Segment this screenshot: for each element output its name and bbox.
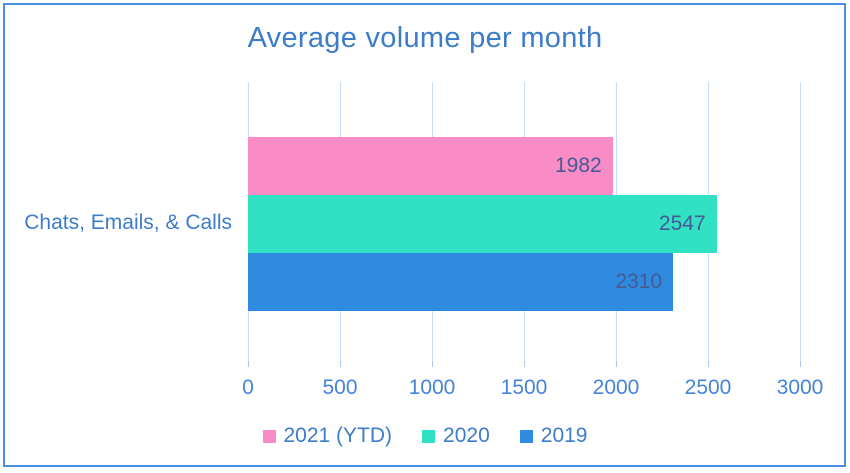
axis-tick xyxy=(431,361,433,367)
axis-tick xyxy=(523,361,525,367)
category-axis-label: Chats, Emails, & Calls xyxy=(24,211,232,234)
x-axis-tick-label: 1500 xyxy=(500,376,548,399)
chart-title: Average volume per month xyxy=(247,22,603,54)
x-axis-tick-label: 500 xyxy=(322,376,358,399)
bar-2021-ytd-: 1982 xyxy=(248,137,613,195)
legend-item: 2020 xyxy=(422,424,490,448)
legend: 2021 (YTD) 2020 2019 xyxy=(0,424,850,448)
axis-tick xyxy=(615,361,617,367)
axis-tick xyxy=(247,361,249,367)
gridline xyxy=(799,82,801,361)
plot-area: 1982 2547 2310 xyxy=(247,82,801,367)
x-axis-tick-label: 0 xyxy=(242,376,254,399)
bar-value-label: 2310 xyxy=(615,270,663,293)
x-axis-tick-label: 3000 xyxy=(776,376,824,399)
legend-swatch-icon xyxy=(262,429,276,443)
legend-swatch-icon xyxy=(519,429,533,443)
legend-label: 2020 xyxy=(443,424,490,447)
axis-tick xyxy=(707,361,709,367)
legend-swatch-icon xyxy=(422,429,436,443)
legend-label: 2021 (YTD) xyxy=(283,424,393,447)
x-axis-tick-label: 2000 xyxy=(592,376,640,399)
axis-tick xyxy=(339,361,341,367)
x-axis-tick-label: 2500 xyxy=(684,376,732,399)
axis-tick xyxy=(799,361,801,367)
legend-item: 2021 (YTD) xyxy=(262,424,393,448)
bar-2020: 2547 xyxy=(248,195,717,253)
legend-item: 2019 xyxy=(519,424,588,448)
bar-value-label: 1982 xyxy=(554,154,602,177)
bar-value-label: 2547 xyxy=(658,212,706,235)
bar-2019: 2310 xyxy=(248,253,674,311)
x-axis-tick-label: 1000 xyxy=(408,376,456,399)
legend-label: 2019 xyxy=(540,424,588,447)
